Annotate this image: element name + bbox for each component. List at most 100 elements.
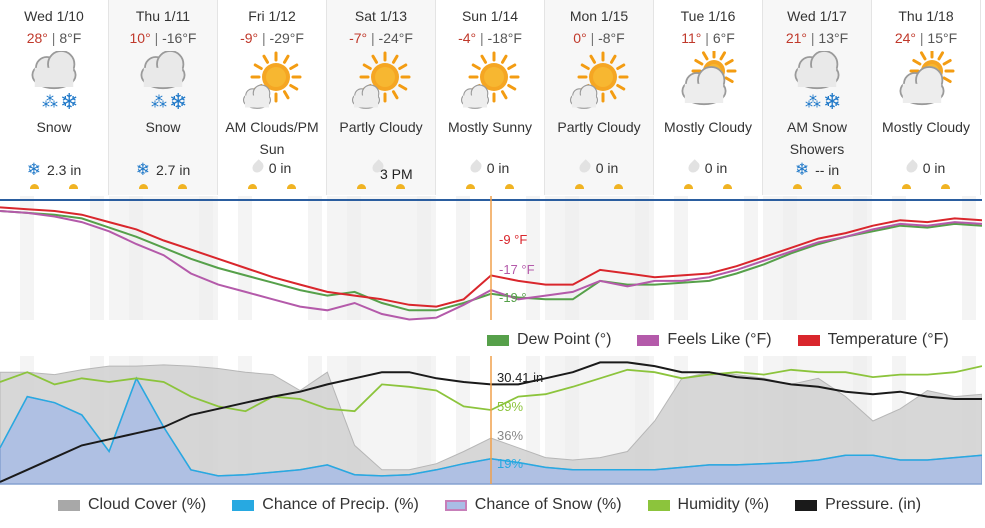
temperature-chart[interactable]: -9 °F -17 °F -19 ° — [0, 196, 982, 326]
raindrop-icon — [685, 159, 702, 176]
cursor-value-label: -19 ° — [499, 290, 527, 305]
night-band — [635, 196, 649, 320]
sunrise-sunset-row — [327, 182, 435, 192]
cloud-cover-area — [0, 364, 982, 485]
legend-item-chance-precip[interactable]: Chance of Precip. (%) — [232, 496, 419, 514]
legend-label: Feels Like (°F) — [667, 331, 772, 348]
day-column[interactable]: Wed 1/10 28° | 8°F ⁂ ❄ Snow ❄ 2.3 in — [0, 0, 109, 195]
legend-item-cloud-cover[interactable]: Cloud Cover (%) — [58, 496, 206, 514]
day-column[interactable]: Thu 1/18 24° | 15°F Mostly Cloudy 0 in — [872, 0, 981, 195]
raindrop-icon — [249, 159, 266, 176]
precip-amount: ❄ 2.3 in — [0, 160, 108, 180]
sunrise-icon — [248, 184, 257, 189]
day-name: Wed 1/10 — [24, 8, 84, 24]
day-column[interactable]: Mon 1/15 0° | -8°F Partly Cloudy 0 in — [545, 0, 654, 195]
day-temps: 28° | 8°F — [0, 30, 108, 48]
legend-label: Pressure. (in) — [825, 496, 922, 513]
day-column[interactable]: Fri 1/12 -9° | -29°F AM Clouds/PM Sun 0 … — [218, 0, 327, 195]
cursor-time-label: 3 PM — [380, 166, 413, 182]
sunrise-icon — [684, 184, 693, 189]
day-name: Thu 1/11 — [135, 8, 191, 24]
temp-separator: | — [810, 30, 819, 46]
night-band — [199, 196, 213, 320]
svg-text:⁂: ⁂ — [151, 94, 167, 111]
condition-text: Snow — [36, 119, 72, 135]
cloud-sun-icon — [654, 48, 762, 116]
legend-swatch — [444, 499, 467, 511]
legend-swatch — [637, 334, 660, 346]
precip-amount: 0 in — [218, 159, 326, 176]
condition-text: Mostly Cloudy — [882, 119, 970, 135]
sunrise-icon — [30, 184, 39, 189]
sun-cloud-icon — [327, 48, 435, 116]
legend-swatch — [795, 499, 818, 511]
legend-item-feels-like[interactable]: Feels Like (°F) — [637, 331, 772, 349]
day-column[interactable]: Sat 1/13 -7° | -24°F Partly Cloudy — [327, 0, 436, 195]
legend-item-pressure[interactable]: Pressure. (in) — [795, 496, 921, 514]
legend-item-humidity[interactable]: Humidity (%) — [647, 496, 769, 514]
day-name: Fri 1/12 — [248, 8, 296, 24]
legend-item-temperature[interactable]: Temperature (°F) — [797, 331, 949, 349]
temperature-legend: Dew Point (°) Feels Like (°F) Temperature … — [487, 331, 975, 349]
temp-separator: | — [705, 30, 713, 46]
day-temps: 24° | 15°F — [872, 30, 980, 48]
sunset-icon — [178, 184, 187, 189]
sunset-icon — [69, 184, 78, 189]
cursor-value-label: 30.41 in — [497, 370, 543, 385]
precip-amount: 0 in — [545, 159, 653, 176]
day-column[interactable]: Tue 1/16 11° | 6°F Mostly Cloudy 0 in — [654, 0, 763, 195]
condition-text: AM Clouds/PM Sun — [225, 119, 319, 157]
raindrop-icon — [903, 159, 920, 176]
day-name: Mon 1/15 — [569, 8, 629, 24]
night-band — [417, 196, 431, 320]
temp-separator: | — [919, 30, 928, 46]
sunrise-icon — [902, 184, 911, 189]
cursor-value-label: 59% — [497, 399, 523, 414]
snowflake-icon: ❄ — [135, 160, 150, 179]
sunrise-icon — [466, 184, 475, 189]
snowflake-icon: ❄ — [26, 160, 41, 179]
low-temp: 15°F — [927, 30, 958, 46]
sunset-icon — [832, 184, 841, 189]
precip-value: 0 in — [595, 160, 619, 176]
day-temps: -4° | -18°F — [436, 30, 544, 48]
legend-item-chance-snow[interactable]: Chance of Snow (%) — [444, 496, 622, 514]
high-temp: 10° — [129, 30, 151, 46]
low-temp: -29°F — [269, 30, 304, 46]
day-temps: -7° | -24°F — [327, 30, 435, 48]
legend-swatch — [647, 499, 670, 511]
legend-label: Cloud Cover (%) — [88, 496, 207, 513]
precip-amount: ❄ 2.7 in — [109, 160, 217, 180]
svg-text:❄: ❄ — [823, 89, 841, 113]
day-column[interactable]: Wed 1/17 21° | 13°F ⁂ ❄ AM Snow Showers … — [763, 0, 872, 195]
night-band — [526, 196, 540, 320]
precip-amount: 0 in — [872, 159, 980, 176]
sunrise-sunset-row — [436, 182, 544, 192]
day-temps: -9° | -29°F — [218, 30, 326, 48]
low-temp: -8°F — [598, 30, 625, 46]
precip-humidity-chart[interactable]: 30.41 in 59% 36% 19% — [0, 356, 982, 488]
sunrise-sunset-row — [109, 182, 217, 192]
condition-text: Mostly Sunny — [447, 119, 533, 135]
low-temp: 8°F — [59, 30, 82, 46]
svg-text:⁂: ⁂ — [805, 94, 821, 111]
day-column[interactable]: Sun 1/14 -4° | -18°F Mostly Sunny 0 in — [436, 0, 545, 195]
day-column[interactable]: Thu 1/11 10° | -16°F ⁂ ❄ Snow ❄ 2.7 in — [109, 0, 218, 195]
legend-label: Temperature (°F) — [827, 331, 949, 348]
night-band — [456, 196, 470, 320]
cursor-value-label: 19% — [497, 456, 523, 471]
precip-amount: 0 in — [654, 159, 762, 176]
sunset-icon — [614, 184, 623, 189]
high-temp: -9° — [240, 30, 259, 46]
sunset-icon — [941, 184, 950, 189]
legend-item-dew-point[interactable]: Dew Point (°) — [487, 331, 611, 349]
night-band — [308, 196, 322, 320]
night-band — [238, 196, 252, 320]
sunrise-sunset-row — [0, 182, 108, 192]
sun-cloud-icon — [436, 48, 544, 116]
legend-swatch — [232, 499, 255, 511]
snow-icon: ⁂ ❄ — [763, 48, 871, 116]
raindrop-icon — [576, 159, 593, 176]
sunrise-sunset-row — [872, 182, 980, 192]
day-name: Wed 1/17 — [787, 8, 847, 24]
